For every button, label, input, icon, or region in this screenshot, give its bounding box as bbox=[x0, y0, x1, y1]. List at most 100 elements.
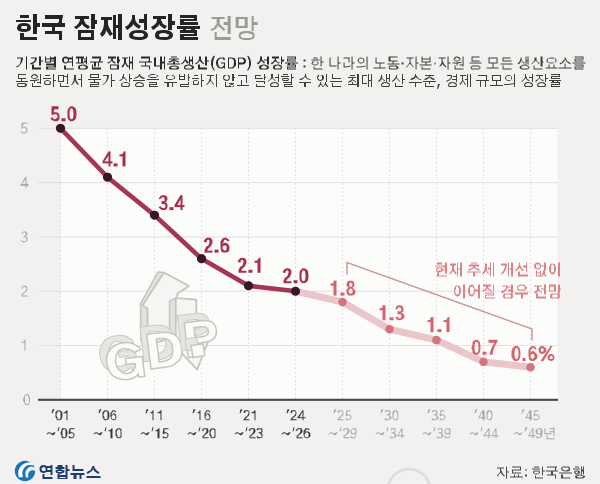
dot-actual-3 bbox=[196, 254, 207, 264]
x-tick-group-4-line1 bbox=[239, 409, 256, 421]
x-tick-group-6-line1 bbox=[333, 409, 352, 421]
x-tick-group-7-line2 bbox=[375, 427, 405, 439]
x-tick-group-9-line1 bbox=[474, 409, 493, 421]
y-tick-group-1 bbox=[21, 339, 26, 351]
v-gridlines bbox=[60, 128, 531, 400]
x-tick-2-line2 bbox=[140, 427, 169, 439]
x-tick-group-1-line1 bbox=[98, 409, 117, 421]
line-forecast bbox=[292, 287, 534, 371]
x-tick-5-line1 bbox=[286, 409, 306, 421]
data-label-group-7 bbox=[379, 305, 405, 321]
x-tick-group-7-line1 bbox=[380, 409, 399, 421]
x-tick-group-4-line2 bbox=[234, 427, 263, 439]
x-tick-6-line1 bbox=[333, 409, 352, 421]
x-tick-3-line2 bbox=[187, 427, 216, 439]
y-tick-group-0 bbox=[23, 394, 30, 406]
data-label-2 bbox=[158, 195, 185, 211]
gdp-3d-artwork bbox=[99, 271, 218, 381]
x-tick-group-10-line1 bbox=[521, 409, 540, 421]
dot-actual-4 bbox=[243, 281, 254, 291]
x-tick-group-0-line2 bbox=[46, 427, 75, 439]
series-actual-line bbox=[55, 123, 301, 296]
data-label-group-6 bbox=[330, 280, 356, 296]
y-tick-group-5 bbox=[20, 122, 28, 134]
x-tick-4-line1 bbox=[239, 409, 256, 421]
y-tick-4 bbox=[20, 176, 29, 188]
data-label-8 bbox=[427, 317, 450, 333]
source-label bbox=[497, 466, 585, 479]
x-tick-group-10-line2 bbox=[513, 427, 555, 440]
y-tick-2 bbox=[21, 285, 28, 297]
data-label-group-10 bbox=[511, 346, 555, 362]
series-forecast-line bbox=[292, 287, 535, 372]
x-tick-6-line2 bbox=[328, 427, 357, 439]
x-tick-group-5-line2 bbox=[281, 427, 311, 439]
subtitle-line2 bbox=[16, 74, 561, 89]
y-tick-group-4 bbox=[20, 176, 29, 188]
yonhap-logo-swoosh-icon bbox=[18, 462, 34, 478]
data-label-3 bbox=[203, 237, 230, 253]
x-tick-0-line2 bbox=[46, 427, 75, 439]
page-title-tail bbox=[210, 16, 258, 40]
yonhap-logo-text bbox=[39, 465, 101, 479]
x-tick-9-line1 bbox=[474, 409, 493, 421]
data-label-group-8 bbox=[427, 317, 450, 333]
dot-actual-5 bbox=[290, 286, 301, 296]
x-tick-10-line1 bbox=[521, 409, 540, 421]
dot-forecast-6 bbox=[338, 297, 347, 307]
watermark-ring-icon bbox=[387, 467, 431, 484]
x-tick-group-8-line2 bbox=[422, 427, 451, 439]
footer bbox=[14, 460, 431, 484]
annotation-line1 bbox=[435, 262, 560, 278]
y-tick-5 bbox=[20, 122, 28, 134]
x-tick-5-line2 bbox=[281, 427, 311, 439]
x-tick-8-line1 bbox=[427, 409, 446, 421]
y-tick-0 bbox=[23, 394, 30, 406]
data-label-group-3 bbox=[203, 237, 230, 253]
x-tick-group-1-line2 bbox=[93, 427, 122, 439]
x-tick-10-line2 bbox=[513, 427, 555, 440]
data-label-9 bbox=[471, 339, 498, 355]
y-tick-3 bbox=[20, 231, 28, 243]
x-tick-9-line2 bbox=[469, 427, 499, 439]
x-tick-1-line2 bbox=[93, 427, 122, 439]
dot-actual-0 bbox=[55, 123, 66, 133]
subtitle-line1-rest bbox=[303, 56, 586, 70]
yonhap-logo bbox=[14, 460, 36, 482]
data-label-group-0 bbox=[50, 106, 77, 122]
data-label-group-9 bbox=[471, 339, 498, 355]
x-tick-3-line1 bbox=[192, 409, 211, 421]
x-tick-group-8-line1 bbox=[427, 409, 446, 421]
x-tick-group-0-line1 bbox=[51, 409, 68, 421]
data-label-4 bbox=[237, 257, 261, 273]
dot-forecast-10 bbox=[526, 362, 535, 372]
gdp-period bbox=[184, 336, 206, 359]
x-tick-group-3-line2 bbox=[187, 427, 216, 439]
data-label-group-1 bbox=[102, 151, 126, 167]
x-tick-8-line2 bbox=[422, 427, 451, 439]
data-label-10 bbox=[511, 346, 555, 362]
x-tick-4-line2 bbox=[234, 427, 263, 439]
data-label-0 bbox=[50, 106, 77, 122]
x-tick-7-line2 bbox=[375, 427, 405, 439]
dot-actual-2 bbox=[149, 210, 160, 220]
data-label-7 bbox=[379, 305, 405, 321]
x-tick-group-2-line2 bbox=[140, 427, 169, 439]
line-actual bbox=[58, 126, 298, 294]
y-tick-1 bbox=[21, 339, 26, 351]
x-tick-group-3-line1 bbox=[192, 409, 211, 421]
page-title-main bbox=[16, 14, 200, 40]
data-label-group-5 bbox=[282, 268, 309, 284]
x-tick-1-line1 bbox=[98, 409, 117, 421]
data-label-5 bbox=[282, 268, 309, 284]
dot-actual-1 bbox=[102, 172, 113, 182]
x-tick-group-6-line2 bbox=[328, 427, 357, 439]
annotation-line2 bbox=[454, 284, 561, 299]
gdp-letters bbox=[99, 312, 218, 381]
x-tick-0-line1 bbox=[51, 409, 68, 421]
x-tick-7-line1 bbox=[380, 409, 399, 421]
yonhap-logo-swoosh2-icon bbox=[25, 466, 36, 478]
y-tick-group-3 bbox=[20, 231, 28, 243]
subtitle-line1-bold bbox=[16, 55, 298, 71]
